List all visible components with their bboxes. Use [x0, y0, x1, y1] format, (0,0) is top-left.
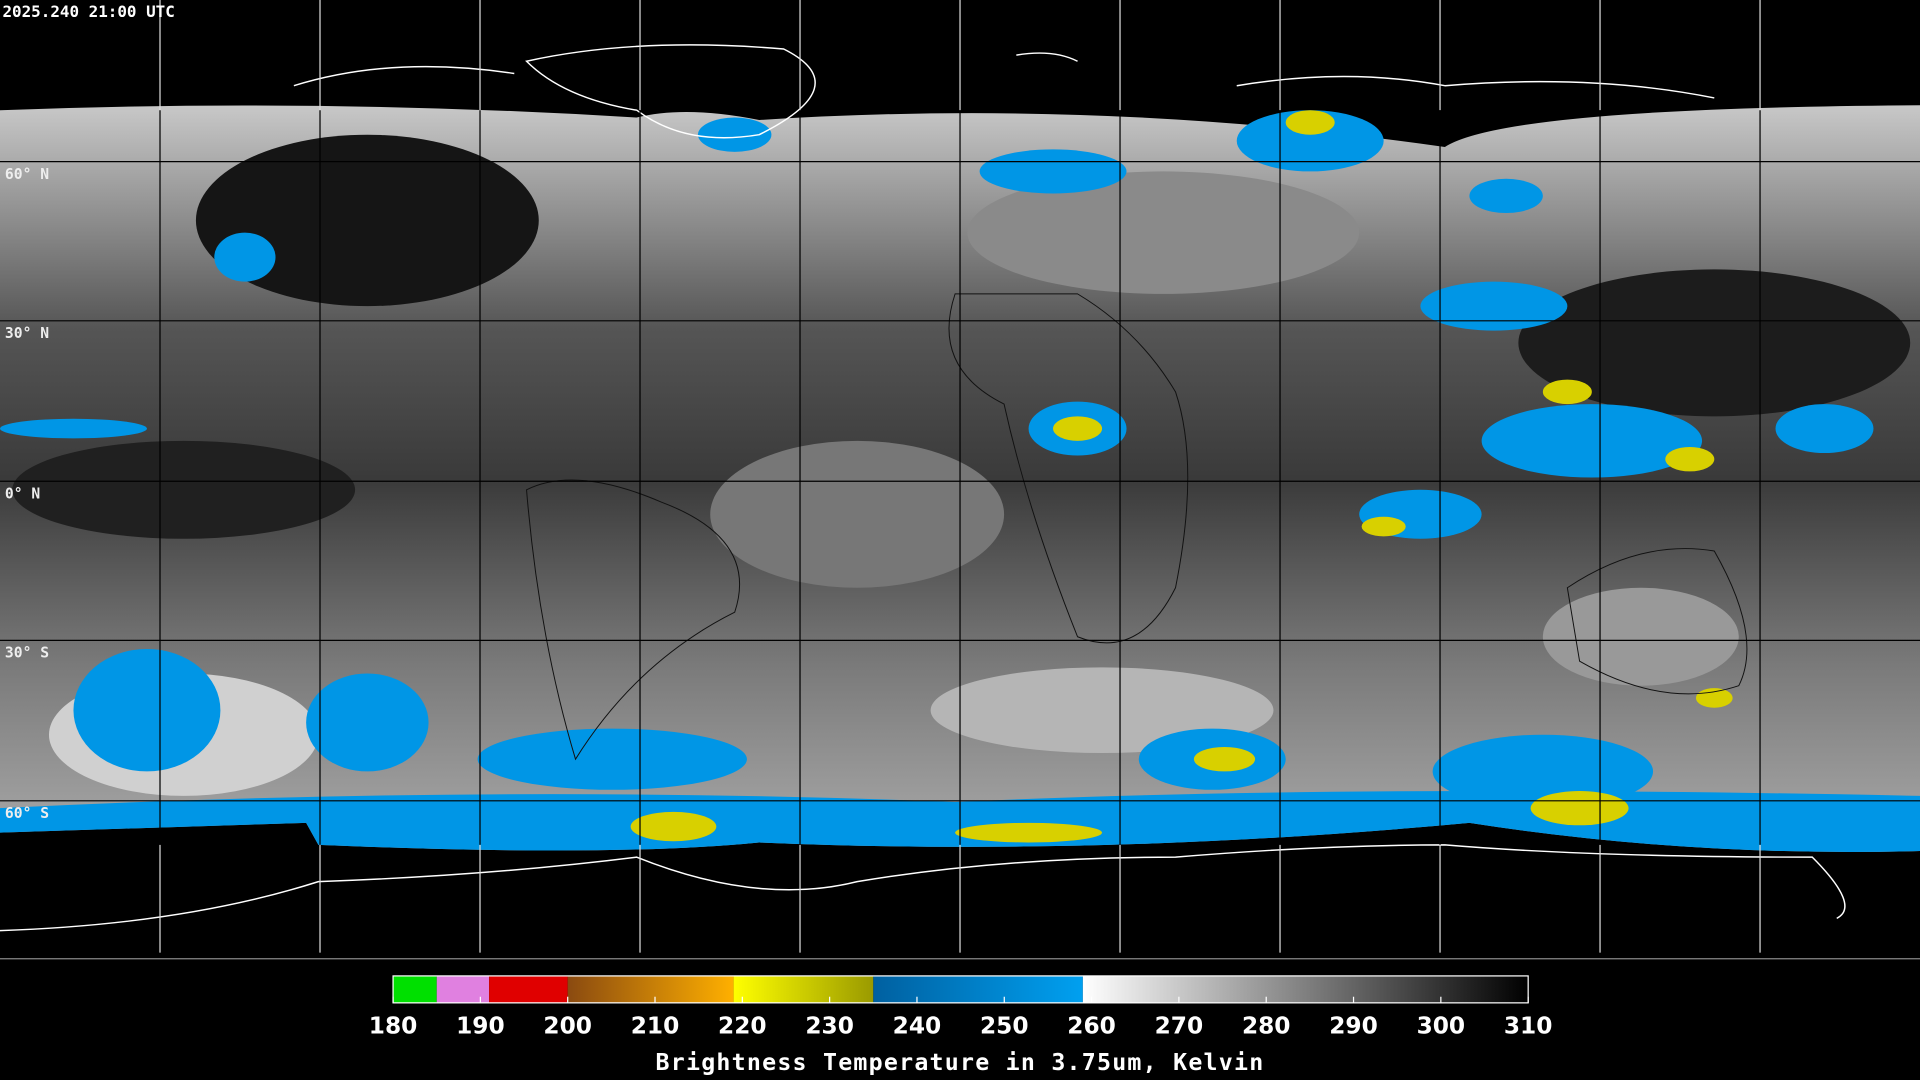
- very-cold-clouds: [630, 110, 1733, 843]
- colorbar-segment: [393, 975, 437, 1003]
- lat-label: 0° N: [5, 485, 40, 502]
- colorbar-segment: [489, 975, 568, 1003]
- colorbar-tick-label: 200: [543, 1012, 592, 1039]
- colorbar-tick-label: 250: [980, 1012, 1029, 1039]
- lat-label: 30° S: [5, 645, 49, 662]
- colorbar-tick-label: 180: [369, 1012, 418, 1039]
- colorbar-tick-label: 280: [1242, 1012, 1291, 1039]
- colorbar-tick-label: 300: [1417, 1012, 1466, 1039]
- colorbar-tick-label: 210: [631, 1012, 680, 1039]
- colorbar-tick-label: 310: [1504, 1012, 1553, 1039]
- colorbar-segment: [873, 975, 1083, 1003]
- colorbar-segment: [733, 975, 874, 1003]
- colorbar-tick-label: 230: [805, 1012, 854, 1039]
- colorbar-tick-label: 270: [1155, 1012, 1204, 1039]
- colorbar-segment: [436, 975, 490, 1003]
- colorbar-tick-label: 220: [718, 1012, 767, 1039]
- lat-label: 60° N: [5, 166, 49, 183]
- colorbar-segment: [1082, 975, 1529, 1003]
- colorbar-tick-label: 290: [1329, 1012, 1378, 1039]
- graticule: [159, 0, 1761, 953]
- colorbar-tick-label: 240: [893, 1012, 942, 1039]
- colorbar-title: Brightness Temperature in 3.75um, Kelvin: [656, 1049, 1265, 1076]
- timestamp: 2025.240 21:00 UTC: [2, 2, 174, 21]
- lat-label: 60° S: [5, 805, 49, 822]
- colorbar-segment: [567, 975, 734, 1003]
- coastlines: [0, 44, 1846, 932]
- colorbar-tick-label: 190: [456, 1012, 505, 1039]
- lat-label: 30° N: [5, 325, 49, 342]
- colorbar-frame: [392, 975, 1529, 1004]
- colorbar: 180 190 200 210 220 230 240 250 260 270 280 290 300 3…: [369, 975, 1553, 1039]
- lat-labels: 60° N 30° N 0° N 30° S 60° S: [5, 166, 49, 822]
- colorbar-tick-label: 260: [1067, 1012, 1116, 1039]
